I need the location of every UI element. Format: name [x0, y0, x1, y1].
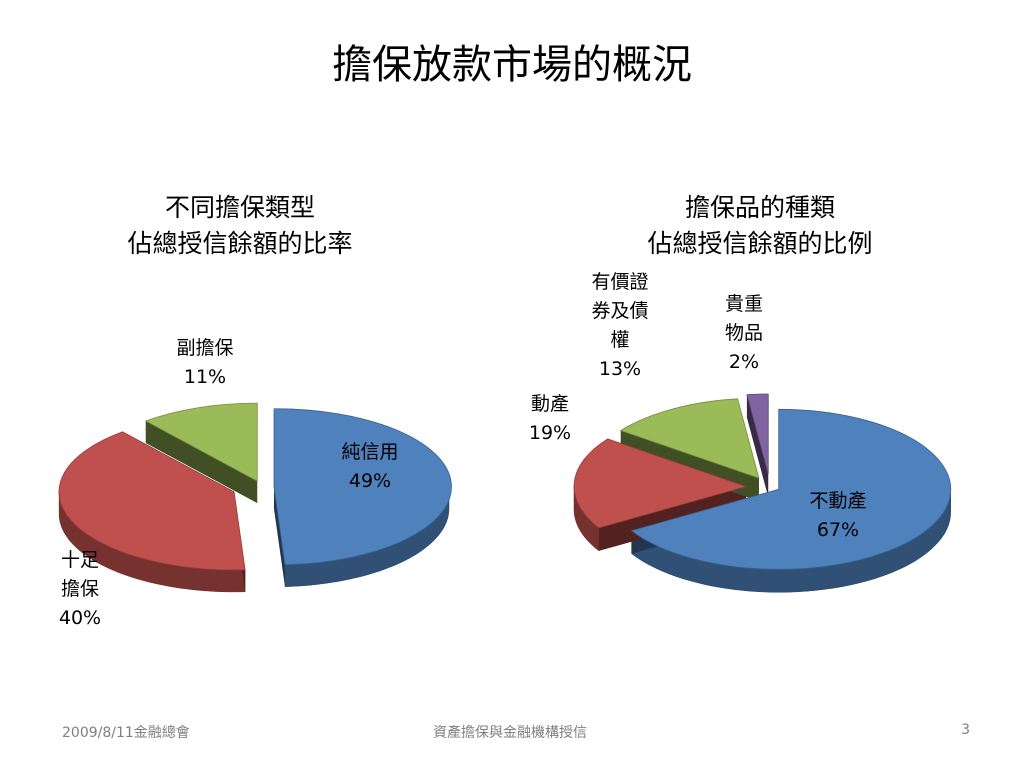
- chart-title-left-line2: 佔總授信餘額的比率: [127, 229, 353, 258]
- pie-left-slice-1: [58, 431, 246, 571]
- footer-date: 2009/8/11金融總會: [62, 725, 190, 741]
- pie-right-slice-0: [630, 408, 952, 570]
- slice-label-valuables: 貴重 物品 2%: [724, 293, 763, 373]
- pie-right-slice-3: [746, 393, 769, 475]
- slice-label-credit: 純信用 49%: [341, 441, 399, 492]
- chart-title-right: 擔保品的種類 佔總授信餘額的比例: [550, 190, 970, 262]
- pie-right-slice-3-cut-0: [746, 394, 769, 498]
- page-number: 3: [961, 722, 970, 738]
- pie-left-slice-0-cut-1: [273, 486, 285, 587]
- slide-title: 擔保放款市場的概況: [332, 42, 692, 88]
- pie-right: [573, 393, 952, 593]
- pie-right-slice-2: [619, 398, 760, 479]
- chart-title-right-line1: 擔保品的種類: [684, 193, 835, 222]
- slice-label-sub-collateral: 副擔保 11%: [176, 337, 234, 388]
- pie-left-slice-2: [144, 402, 258, 482]
- pie-left: [58, 402, 452, 593]
- pie-right-slice-1-cut-0: [598, 486, 747, 551]
- pie-left-slice-2-cut-0: [145, 421, 258, 504]
- chart-title-left-line1: 不同擔保類型: [164, 193, 315, 222]
- pie-left-slice-0: [273, 408, 452, 566]
- chart-title-right-line2: 佔總授信餘額的比例: [647, 229, 873, 258]
- slice-label-securities: 有價證 券及債 權 13%: [591, 271, 649, 380]
- chart-title-left: 不同擔保類型 佔總授信餘額的比率: [30, 190, 450, 262]
- slice-label-full-collateral: 十足 擔保 40%: [58, 549, 102, 629]
- slice-label-real-estate: 不動產 67%: [809, 490, 867, 541]
- slice-label-movable: 動產 19%: [528, 393, 572, 444]
- pie-right-slice-1: [573, 438, 748, 529]
- footer-subject: 資產擔保與金融機構授信: [433, 725, 587, 741]
